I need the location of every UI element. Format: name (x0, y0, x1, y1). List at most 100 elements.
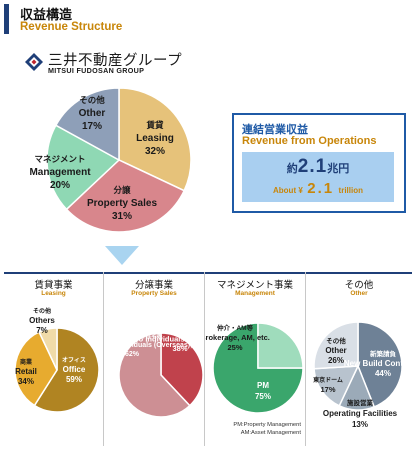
svg-text:To Individuals (Domestic): To Individuals (Domestic) (135, 335, 204, 344)
svg-text:62%: 62% (125, 351, 140, 358)
svg-text:施設営業: 施設営業 (347, 398, 374, 407)
revenue-value-panel: 約2.1兆円 About ¥ 2.1 trillion (242, 152, 394, 202)
panel-management: マネジメント事業 Management PM 75% 仲介・AM等 Brokerage… (205, 272, 306, 446)
svg-text:34%: 34% (18, 377, 34, 386)
svg-text:17%: 17% (82, 121, 102, 132)
svg-text:PM: PM (257, 381, 269, 390)
svg-text:Brokerage, AM, etc.: Brokerage, AM, etc. (205, 333, 270, 342)
page-title-en: Revenue Structure (20, 21, 123, 33)
panel-title-en: Other (350, 290, 368, 297)
main-pie-label-0: 賃貸 Leasing 32% (136, 120, 174, 157)
main-pie-label-3: その他 Other 17% (79, 95, 106, 132)
revenue-unit-jp: 兆円 (327, 163, 350, 175)
panel-title-en: Property Sales (131, 290, 177, 297)
management-pie-slice-1 (257, 322, 304, 369)
svg-text:25%: 25% (227, 343, 242, 352)
panel-title-en: Leasing (41, 290, 66, 297)
revenue-box: 連結営業収益 Revenue from Operations 約2.1兆円 Ab… (232, 113, 406, 213)
revenue-value-en: About ¥ 2.1 trillion (242, 180, 394, 198)
management-pie-label-0: PM 75% (255, 381, 271, 401)
svg-text:新築請負: 新築請負 (370, 349, 397, 358)
svg-text:7%: 7% (36, 326, 48, 335)
main-pie-slice-0 (118, 87, 192, 192)
revenue-about-label: About ¥ (273, 186, 303, 195)
svg-text:Retail: Retail (15, 367, 37, 376)
leasing-pie-slice-0 (33, 327, 100, 413)
svg-text:オフィス: オフィス (62, 357, 86, 364)
panel-leasing: 賃貸事業 Leasing オフィス Office 59% 商業 Retail 34% その他… (4, 272, 104, 446)
svg-text:Others: Others (29, 316, 55, 325)
svg-text:New Build Contracts: New Build Contracts (344, 359, 412, 368)
svg-text:31%: 31% (112, 211, 132, 222)
panel-title-jp: 分譲事業 (134, 280, 173, 291)
logo-text-en: MITSUI FUDOSAN GROUP (48, 66, 145, 75)
footnote-am: AM:Asset Management (240, 430, 301, 436)
svg-text:17%: 17% (320, 385, 335, 394)
revenue-about-unit: trillion (338, 186, 363, 195)
revenue-title-jp: 連結営業収益 (242, 124, 308, 136)
main-pie-slice-2 (46, 124, 121, 211)
main-pie-label-1: 分譲 Property Sales 31% (87, 185, 157, 222)
sales-pie-slice-0 (160, 332, 204, 407)
main-pie-label-2: マネジメント Management 20% (29, 154, 91, 191)
svg-text:32%: 32% (145, 146, 165, 157)
other-pie-slice-3 (313, 321, 359, 370)
mitsui-logo-icon (25, 53, 43, 71)
panel-title-jp: その他 (344, 280, 374, 291)
management-pie-slice-0 (212, 322, 304, 414)
svg-text:その他: その他 (33, 307, 51, 315)
revenue-title-en: Revenue from Operations (242, 135, 377, 147)
svg-text:Property Sales: Property Sales (87, 198, 157, 209)
page-title-jp: 収益構造 (20, 7, 73, 22)
other-pie-label-1: 施設営業 Operating Facilities 13% (323, 398, 398, 429)
down-arrow-icon (105, 246, 139, 265)
sales-pie-label-1: 投資家向け・海外住宅等 To Investors and Individuals … (104, 332, 204, 358)
svg-text:20%: 20% (50, 180, 70, 191)
revenue-about-number: 2.1 (307, 180, 335, 197)
panel-title-en: Management (235, 290, 275, 297)
svg-text:その他: その他 (326, 336, 346, 345)
svg-text:投資家向け・海外住宅等: 投資家向け・海外住宅等 (104, 332, 163, 340)
svg-text:その他: その他 (79, 95, 105, 105)
svg-text:Office: Office (63, 365, 86, 374)
logo-text-jp: 三井不動産グループ (48, 53, 183, 69)
svg-text:26%: 26% (328, 356, 344, 365)
svg-text:分譲: 分譲 (113, 185, 131, 195)
main-pie-slice-1 (65, 159, 186, 233)
svg-text:Other: Other (325, 346, 346, 355)
main-pie-chart: 賃貸 Leasing 32% 分譲 Property Sales 31% マネジメント Man… (29, 87, 192, 233)
revenue-value-jp: 約2.1兆円 (242, 156, 394, 178)
svg-text:13%: 13% (352, 420, 368, 429)
other-pie-slice-0 (357, 321, 403, 408)
svg-text:東京ドーム: 東京ドーム (313, 376, 343, 384)
svg-text:75%: 75% (255, 392, 271, 401)
revenue-number: 2.1 (297, 156, 328, 177)
panel-title-jp: 賃貸事業 (34, 280, 73, 291)
svg-text:Operating Facilities: Operating Facilities (323, 409, 398, 418)
header-accent-bar (4, 4, 9, 34)
revenue-prefix: 約 (286, 163, 298, 175)
other-pie-slice-2 (313, 365, 360, 407)
svg-text:Management: Management (29, 167, 91, 178)
svg-text:Other: Other (79, 108, 106, 119)
svg-text:商業: 商業 (20, 358, 33, 366)
svg-text:59%: 59% (66, 375, 82, 384)
svg-text:Leasing: Leasing (136, 133, 174, 144)
svg-text:マネジメント: マネジメント (34, 154, 85, 164)
svg-text:国内住宅: 国内住宅 (168, 326, 192, 334)
leasing-pie-slice-2 (38, 327, 58, 371)
svg-text:仲介・AM等: 仲介・AM等 (217, 323, 254, 332)
svg-text:賃貸: 賃貸 (145, 120, 164, 130)
